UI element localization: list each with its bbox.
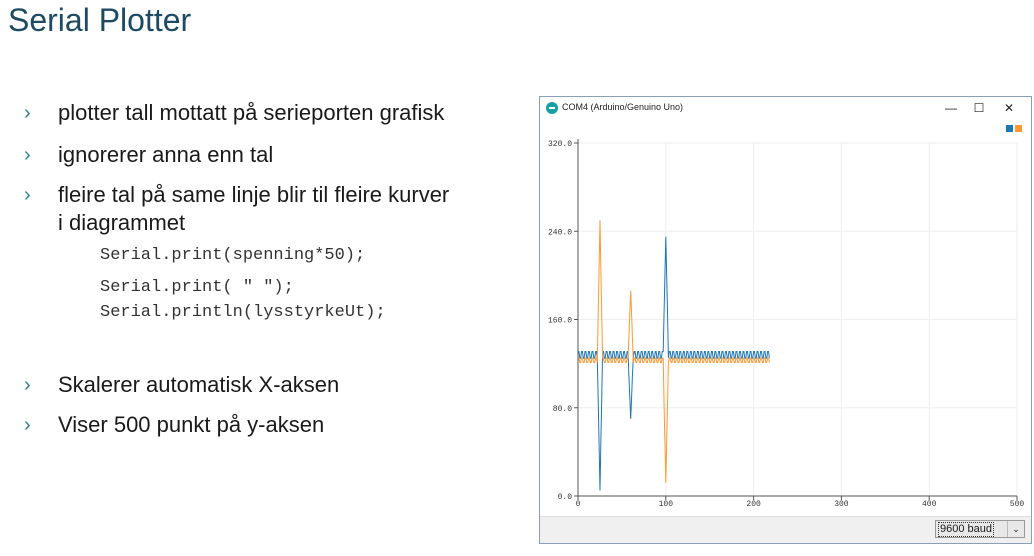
code-line: Serial.print(spenning*50); [100, 246, 366, 265]
bullet-text: fleire tal på same linje blir til fleire… [58, 182, 450, 207]
y-tick-label: 0.0 [558, 493, 573, 502]
window-title: COM4 (Arduino/Genuino Uno) [562, 102, 684, 112]
status-bar: 9600 baud ⌄ [540, 516, 1031, 543]
y-tick-label: 320.0 [548, 140, 572, 149]
x-tick-label: 400 [922, 500, 937, 509]
baud-rate-select[interactable]: 9600 baud ⌄ [935, 520, 1025, 538]
code-line: Serial.print( " "); [100, 278, 294, 297]
maximize-button[interactable]: ☐ [973, 101, 985, 115]
legend-swatch [1006, 125, 1013, 132]
legend-swatch [1015, 125, 1022, 132]
serial-plotter-window: COM4 (Arduino/Genuino Uno) — ☐ ✕ 0 100 200… [539, 96, 1032, 544]
bullet-text: plotter tall mottatt på serieporten graf… [58, 100, 445, 125]
x-tick-label: 100 [659, 500, 674, 509]
x-tick-label: 200 [746, 500, 761, 509]
bullet-chevron-icon: › [24, 184, 31, 206]
y-tick-label: 240.0 [548, 228, 572, 237]
x-tick-label: 0 [576, 500, 581, 509]
bullet-text: Viser 500 punkt på y-aksen [58, 412, 325, 437]
bullet-text: Skalerer automatisk X-aksen [58, 372, 340, 397]
plot-area: 0 100 200 300 400 500 0.0 80.0 160.0 240.0 320.0 [548, 125, 1025, 509]
bullet-text: i diagrammet [58, 210, 186, 235]
chevron-down-icon[interactable]: ⌄ [1007, 521, 1024, 537]
arduino-icon [546, 102, 558, 114]
y-tick-label: 160.0 [548, 317, 572, 326]
baud-rate-value: 9600 baud [938, 522, 994, 537]
x-tick-label: 300 [834, 500, 849, 509]
bullet-chevron-icon: › [24, 374, 31, 396]
slide-title: Serial Plotter [8, 2, 192, 38]
series-line-0 [578, 236, 770, 491]
bullet-text: ignorerer anna enn tal [58, 142, 274, 167]
y-tick-label: 80.0 [553, 405, 572, 414]
bullet-chevron-icon: › [24, 414, 31, 436]
minimize-button[interactable]: — [945, 101, 957, 115]
close-button[interactable]: ✕ [1003, 101, 1015, 115]
code-line: Serial.println(lysstyrkeUt); [100, 303, 386, 322]
series-line-1 [578, 220, 770, 483]
x-tick-label: 500 [1010, 500, 1025, 509]
title-bar[interactable]: COM4 (Arduino/Genuino Uno) — ☐ ✕ [540, 97, 1031, 119]
bullet-chevron-icon: › [24, 102, 31, 124]
bullet-chevron-icon: › [24, 144, 31, 166]
